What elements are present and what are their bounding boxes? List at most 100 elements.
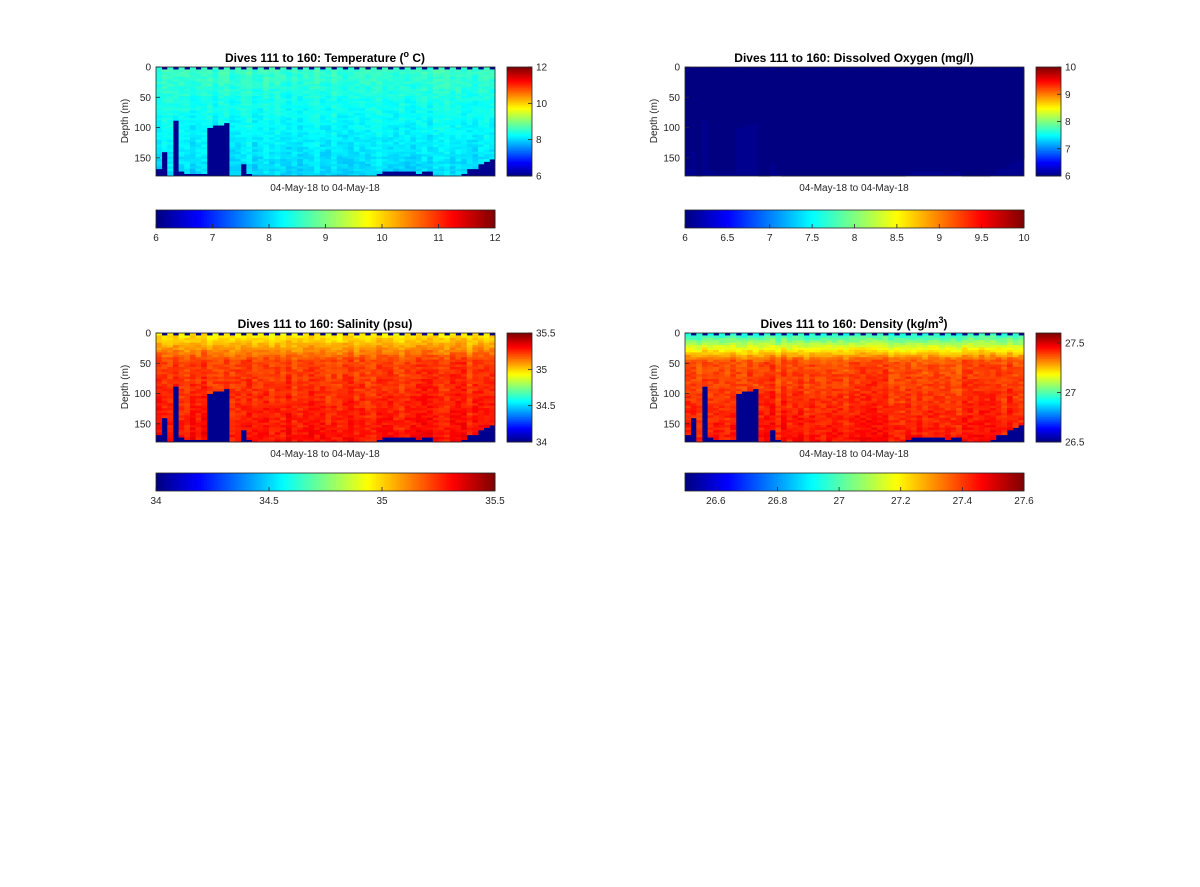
temperature-heatmap-cell (331, 71, 338, 75)
oxygen-heatmap-cell (747, 117, 754, 121)
oxygen-heatmap-cell (843, 129, 850, 133)
temperature-heatmap-cell (280, 125, 287, 128)
oxygen-heatmap-cell (894, 146, 901, 150)
temperature-heatmap-cell (319, 71, 326, 75)
temperature-heatmap-cell (189, 79, 196, 82)
oxygen-heatmap-cell (685, 76, 692, 80)
temperature-heatmap-cell (336, 96, 343, 99)
temperature-side-colorbar-label: 12 (536, 63, 548, 74)
oxygen-heatmap-cell (735, 108, 742, 111)
oxygen-heatmap-cell (826, 71, 833, 75)
temperature-heatmap-cell (478, 159, 485, 162)
oxygen-heatmap-cell (713, 98, 720, 102)
temperature-heatmap-cell (314, 166, 321, 170)
oxygen-heatmap-cell (820, 173, 827, 177)
temperature-heatmap-cell (478, 76, 485, 80)
oxygen-heatmap-cell (973, 139, 980, 143)
temperature-heatmap-cell (348, 69, 355, 73)
oxygen-heatmap-cell (764, 146, 771, 150)
temperature-heatmap-cell (285, 149, 292, 153)
oxygen-heatmap-cell (747, 79, 754, 82)
temperature-heatmap-cell (376, 108, 383, 111)
temperature-heatmap-cell (427, 69, 434, 73)
oxygen-heatmap-cell (871, 117, 878, 121)
temperature-heatmap-cell (314, 171, 321, 174)
temperature-heatmap-cell (274, 115, 281, 119)
temperature-heatmap-cell (252, 96, 259, 99)
oxygen-heatmap-cell (701, 86, 708, 90)
oxygen-heatmap-cell (978, 132, 985, 136)
temperature-heatmap-cell (421, 115, 428, 119)
oxygen-heatmap-cell (713, 134, 720, 138)
oxygen-heatmap-cell (713, 156, 720, 160)
temperature-side-colorbar-swatch (507, 133, 532, 136)
oxygen-heatmap-cell (911, 134, 918, 138)
oxygen-heatmap-cell (831, 173, 838, 177)
oxygen-heatmap-cell (769, 154, 776, 158)
oxygen-heatmap-cell (707, 110, 714, 114)
oxygen-heatmap-cell (939, 161, 946, 165)
oxygen-heatmap-cell (730, 159, 737, 162)
temperature-heatmap-cell (325, 96, 332, 99)
temperature-heatmap-cell (387, 76, 394, 80)
oxygen-heatmap-cell (786, 113, 793, 116)
temperature-heatmap-cell (365, 168, 372, 172)
oxygen-heatmap-cell (798, 120, 805, 124)
temperature-heatmap-cell (206, 120, 213, 124)
oxygen-heatmap-cell (769, 79, 776, 82)
temperature-heatmap-cell (212, 103, 219, 107)
temperature-heatmap-cell (156, 149, 163, 153)
oxygen-heatmap-cell (718, 144, 725, 148)
oxygen-heatmap-cell (944, 117, 951, 121)
temperature-heatmap-cell (483, 79, 490, 82)
temperature-bottom-colorbar-swatch (359, 210, 364, 228)
oxygen-heatmap-cell (775, 132, 782, 136)
temperature-heatmap-cell (263, 159, 270, 162)
oxygen-heatmap-cell (927, 86, 934, 90)
oxygen-heatmap-cell (967, 117, 974, 121)
oxygen-heatmap-cell (973, 120, 980, 124)
oxygen-heatmap-cell (769, 91, 776, 95)
oxygen-heatmap-cell (786, 86, 793, 90)
oxygen-heatmap-cell (696, 105, 703, 109)
temperature-heatmap-cell (285, 163, 292, 167)
temperature-heatmap-cell (235, 122, 242, 126)
oxygen-heatmap-cell (848, 156, 855, 160)
temperature-heatmap-cell (319, 146, 326, 150)
oxygen-heatmap-cell (730, 139, 737, 143)
temperature-heatmap-cell (398, 166, 405, 170)
oxygen-heatmap-cell (854, 103, 861, 107)
temperature-heatmap-cell (359, 81, 366, 85)
temperature-heatmap-cell (269, 173, 276, 177)
oxygen-heatmap-cell (961, 144, 968, 148)
temperature-heatmap-cell (432, 137, 439, 141)
temperature-heatmap-cell (167, 166, 174, 170)
temperature-heatmap-cell (444, 122, 451, 126)
temperature-heatmap-cell (348, 159, 355, 162)
oxygen-heatmap-cell (792, 139, 799, 143)
oxygen-heatmap-cell (888, 134, 895, 138)
temperature-heatmap-cell (269, 163, 276, 167)
oxygen-heatmap-cell (820, 71, 827, 75)
oxygen-heatmap-cell (741, 79, 748, 82)
temperature-heatmap-cell (291, 142, 298, 145)
oxygen-heatmap-cell (696, 134, 703, 138)
oxygen-heatmap-cell (814, 86, 821, 90)
oxygen-heatmap-cell (967, 122, 974, 126)
temperature-heatmap-cell (393, 163, 400, 167)
temperature-heatmap-cell (235, 96, 242, 99)
temperature-heatmap-cell (370, 171, 377, 174)
temperature-heatmap-cell (382, 151, 389, 155)
oxygen-heatmap-cell (967, 144, 974, 148)
temperature-heatmap-cell (466, 108, 473, 111)
oxygen-heatmap-cell (871, 98, 878, 102)
oxygen-heatmap-cell (831, 96, 838, 99)
temperature-heatmap-cell (325, 105, 332, 109)
oxygen-heatmap-cell (967, 91, 974, 95)
oxygen-heatmap-cell (792, 163, 799, 167)
oxygen-heatmap-cell (978, 166, 985, 170)
temperature-heatmap-cell (269, 74, 276, 78)
oxygen-heatmap-cell (944, 168, 951, 172)
temperature-heatmap-cell (178, 125, 185, 128)
oxygen-heatmap-cell (950, 129, 957, 133)
